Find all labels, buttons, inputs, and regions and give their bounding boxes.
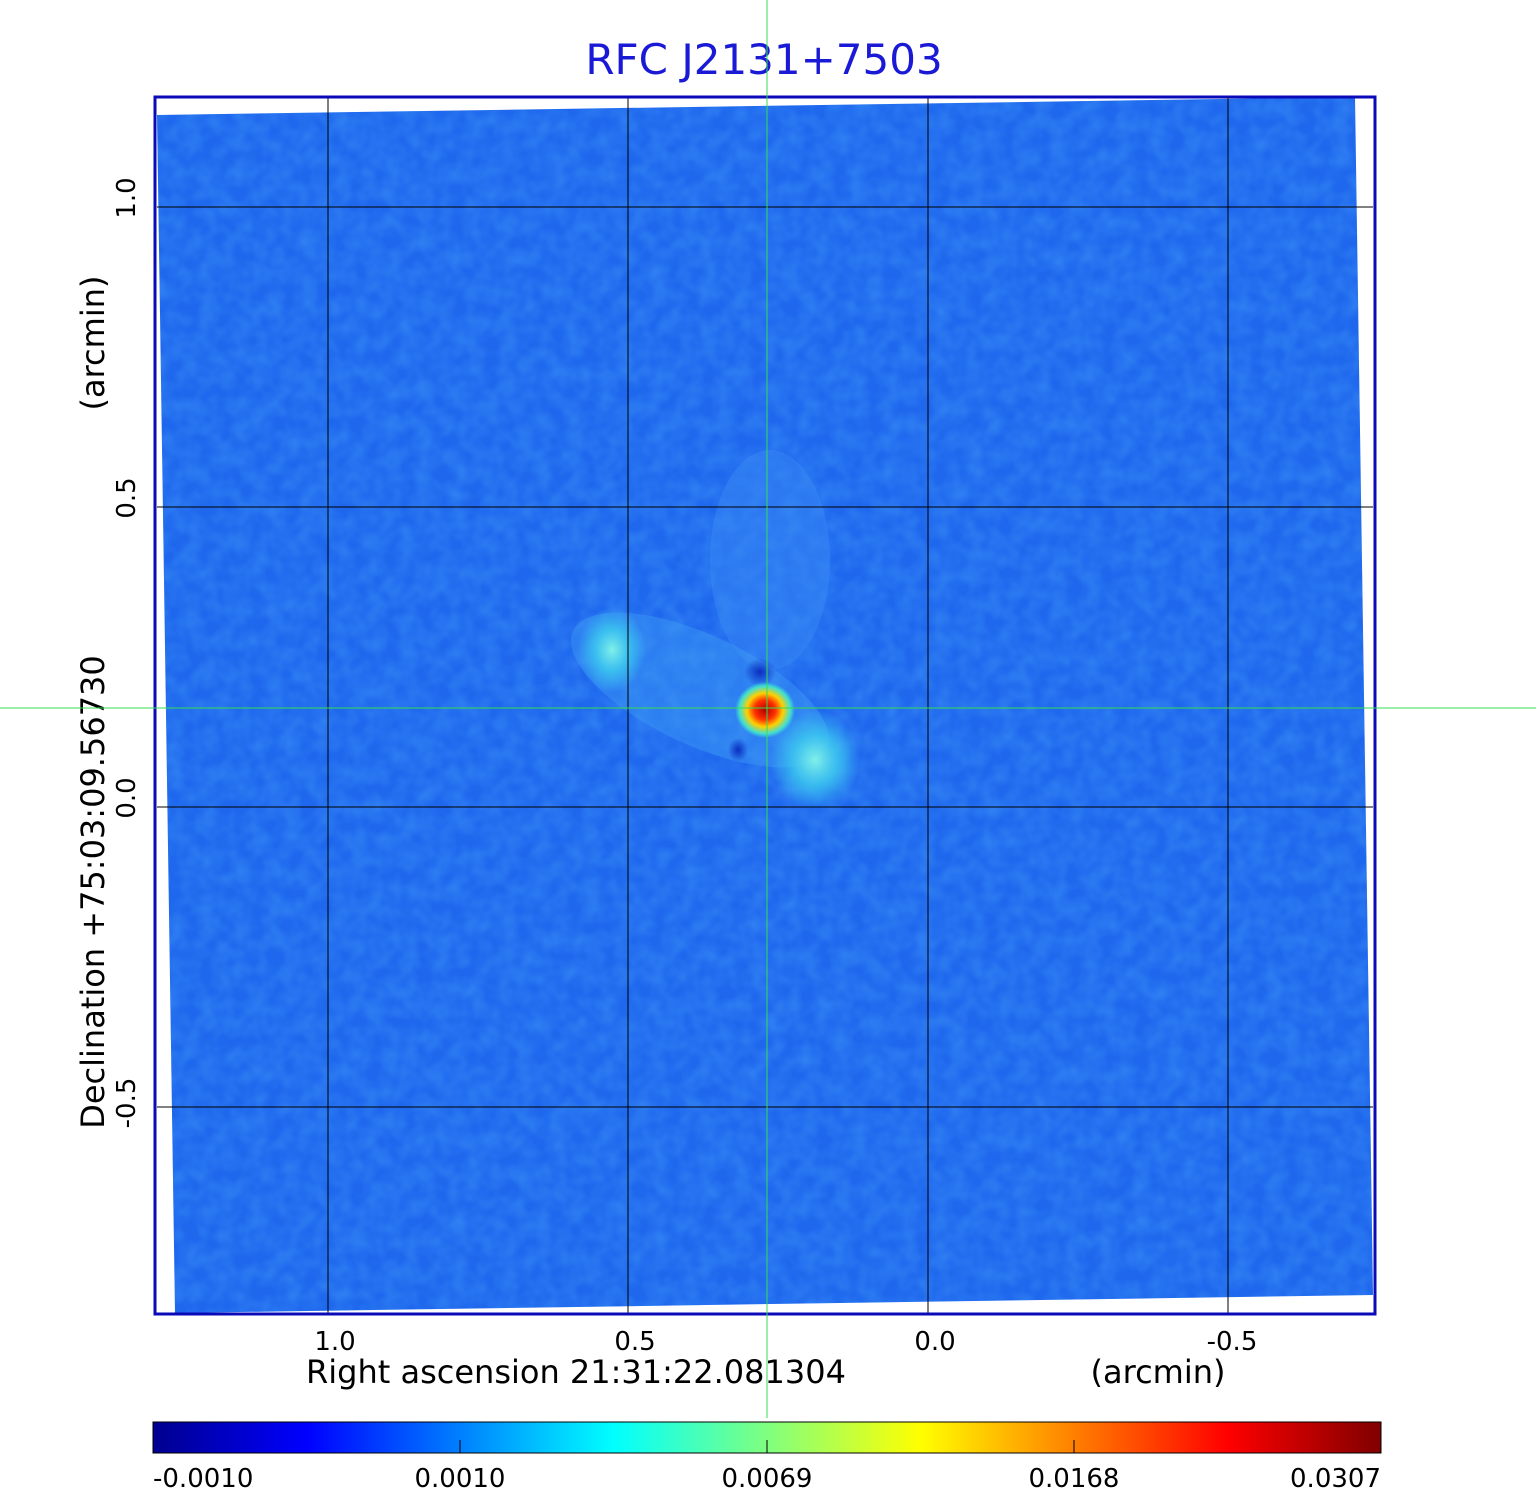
colorbar-tick-label: 0.0168 — [1029, 1464, 1120, 1494]
radio-lobe-west — [578, 608, 646, 692]
colorbar-tick-label: -0.0010 — [153, 1464, 253, 1494]
colorbar-tick-label: 0.0307 — [1290, 1464, 1381, 1494]
y-tick-label: 0.0 — [112, 777, 142, 818]
chart-title: RFC J2131+7503 — [585, 35, 942, 84]
plot-frame — [153, 95, 1377, 1316]
coordinate-grid — [157, 97, 1373, 1313]
colorbar-tick-label: 0.0010 — [415, 1464, 506, 1494]
radio-lobe-east — [770, 710, 860, 810]
x-axis-label: Right ascension 21:31:22.081304 — [306, 1353, 846, 1391]
colorbar-ticks — [459, 1440, 1075, 1453]
y-tick-labels: 1.0 0.5 0.0 -0.5 — [112, 177, 142, 1128]
negative-sidelobe — [744, 658, 776, 686]
y-axis-label: Declination +75:03:09.56730 — [74, 655, 112, 1129]
x-tick-label: 1.0 — [314, 1327, 355, 1357]
radio-core — [735, 682, 795, 738]
y-tick-label: 0.5 — [112, 477, 142, 518]
source-emission — [571, 450, 860, 810]
x-tick-label: 0.0 — [914, 1327, 955, 1357]
y-tick-label: -0.5 — [112, 1078, 142, 1129]
x-tick-labels: 1.0 0.5 0.0 -0.5 — [314, 1327, 1257, 1357]
sky-map — [157, 97, 1373, 1313]
x-tick-label: 0.5 — [614, 1327, 655, 1357]
crosshair — [0, 0, 1536, 1418]
colorbar-tick-labels: -0.0010 0.0010 0.0069 0.0168 0.0307 — [153, 1464, 1381, 1494]
x-tick-label: -0.5 — [1207, 1327, 1258, 1357]
colorbar-tick-label: 0.0069 — [722, 1464, 813, 1494]
x-axis-unit: (arcmin) — [1091, 1353, 1226, 1391]
y-axis-unit: (arcmin) — [74, 276, 112, 411]
y-tick-label: 1.0 — [112, 177, 142, 218]
